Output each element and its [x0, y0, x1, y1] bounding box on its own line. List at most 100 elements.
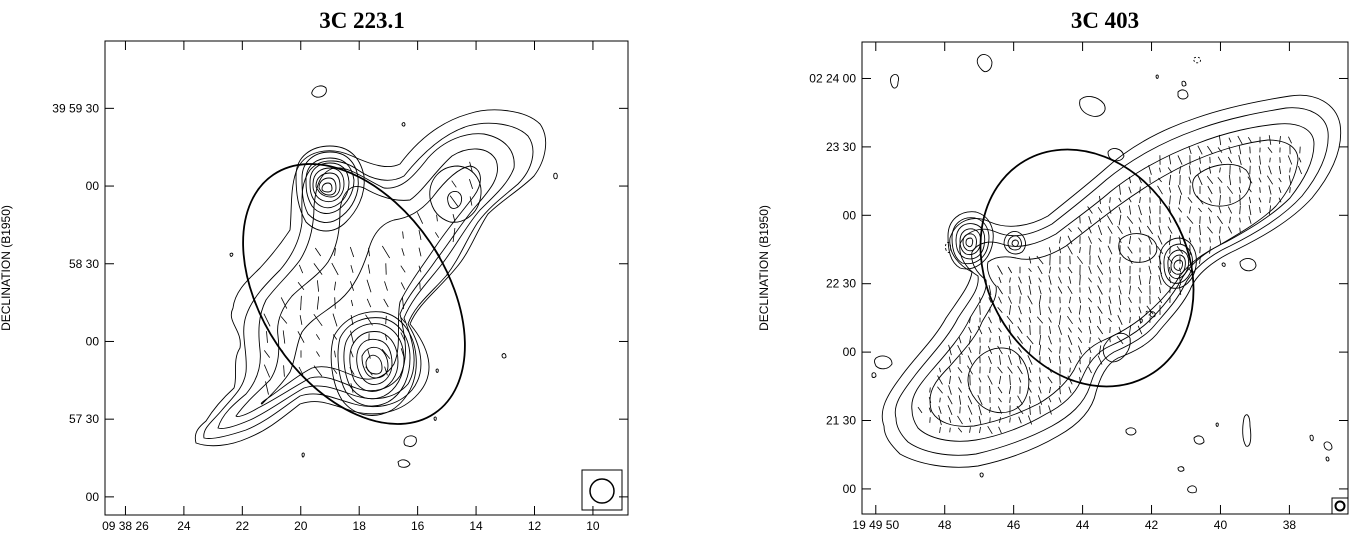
- polarization-vector: [1148, 265, 1152, 275]
- contour-level: [501, 353, 507, 359]
- polarization-vector: [1289, 167, 1291, 173]
- polarization-vector: [1269, 157, 1271, 163]
- polarization-vector: [1158, 177, 1162, 183]
- polarization-vector: [317, 280, 319, 292]
- polarization-vectors: [917, 134, 1302, 435]
- polarization-vector: [1239, 217, 1241, 223]
- polarization-vector: [1196, 195, 1204, 205]
- polarization-vector: [1119, 185, 1121, 195]
- polarization-vector: [968, 335, 972, 345]
- polarization-vector: [1207, 185, 1213, 195]
- polarization-vector: [977, 325, 983, 335]
- polarization-vector: [1177, 207, 1183, 213]
- polarization-vector: [1118, 307, 1122, 313]
- contour-level: [951, 217, 990, 265]
- polarization-vector: [1237, 135, 1243, 145]
- contour-level: [1221, 262, 1226, 267]
- polarization-vector: [1228, 146, 1232, 154]
- polarization-vector: [917, 406, 923, 414]
- polarization-vector: [1039, 304, 1041, 316]
- contour-level: [1102, 332, 1131, 363]
- polarization-vector: [1038, 277, 1042, 283]
- polarization-vector: [400, 265, 406, 273]
- contour-level: [1007, 235, 1022, 251]
- chart-title: 3C 223.1: [319, 8, 405, 33]
- contour-level: [1155, 74, 1159, 79]
- polarization-vector: [1138, 226, 1142, 234]
- polarization-vector: [1268, 135, 1272, 145]
- polarization-vector: [1138, 237, 1142, 243]
- contour-level: [979, 472, 984, 478]
- polarization-vector: [400, 332, 406, 342]
- polarization-vector: [1219, 186, 1221, 194]
- polarization-vector: [1048, 247, 1052, 253]
- polarization-vector: [1077, 336, 1083, 344]
- polarization-vector: [1248, 157, 1252, 163]
- polarization-vector: [967, 395, 973, 405]
- polarization-vector: [1018, 416, 1022, 424]
- polarization-vector: [1179, 267, 1181, 273]
- polarization-vector: [1177, 155, 1183, 165]
- polarization-vectors: [263, 161, 473, 395]
- polarization-vector: [280, 316, 288, 324]
- polarization-vector: [434, 232, 440, 238]
- x-tick-label: 46: [1007, 518, 1021, 532]
- x-tick-label: 42: [1145, 518, 1159, 532]
- polarization-vector: [937, 375, 943, 385]
- polarization-vector: [1028, 285, 1032, 295]
- x-tick-label: 48: [938, 518, 952, 532]
- polarization-vector: [1036, 316, 1044, 324]
- polarization-vector: [967, 365, 973, 375]
- polarization-vector: [1058, 246, 1062, 254]
- polarization-vector: [988, 356, 992, 364]
- polarization-vector: [418, 230, 422, 240]
- polarization-vector: [1118, 206, 1122, 214]
- y-tick-label: 02 24 00: [809, 71, 856, 85]
- polarization-vector: [1097, 255, 1103, 265]
- polarization-vector: [969, 316, 971, 324]
- polarization-vector: [1228, 174, 1232, 186]
- chart-title: 3C 403: [1071, 8, 1139, 33]
- polarization-vector: [1238, 186, 1242, 194]
- polarization-vector: [1058, 355, 1062, 365]
- polarization-vector: [998, 296, 1002, 304]
- polarization-vector: [929, 387, 931, 393]
- polarization-vector: [1029, 306, 1031, 314]
- polarization-vector: [1177, 185, 1183, 195]
- polarization-vector: [1168, 187, 1172, 193]
- contour-level: [349, 331, 399, 392]
- polarization-vector: [989, 366, 991, 374]
- x-tick-label: 12: [528, 519, 542, 533]
- polarization-vector: [1068, 327, 1072, 333]
- polarization-vector: [1298, 165, 1302, 175]
- polarization-vector: [1116, 335, 1124, 345]
- contour-level: [337, 317, 411, 407]
- contour-level: [312, 167, 345, 203]
- polarization-vector: [1139, 186, 1141, 194]
- polarization-vector: [282, 330, 286, 344]
- polarization-vector: [1038, 295, 1042, 305]
- polarization-vector: [298, 264, 304, 274]
- contour-level: [361, 346, 389, 379]
- polarization-vector: [1169, 246, 1171, 254]
- polarization-vector: [1068, 306, 1072, 314]
- polarization-vector: [1189, 165, 1191, 175]
- polarization-vector: [1106, 215, 1114, 225]
- polarization-vector: [1179, 166, 1181, 174]
- polarization-vector: [1017, 326, 1023, 334]
- contour-level: [403, 435, 417, 447]
- polarization-vector: [1248, 204, 1252, 216]
- polarization-vector: [1018, 377, 1022, 383]
- polarization-vector: [1169, 234, 1171, 246]
- polarization-vector: [978, 377, 982, 383]
- polarization-vector: [332, 368, 338, 374]
- polarization-vector: [1009, 305, 1011, 315]
- polarization-vector: [1289, 187, 1291, 193]
- polarization-vector: [1018, 305, 1022, 315]
- contour-level: [962, 233, 977, 252]
- polarization-vector: [1028, 317, 1032, 323]
- polarization-vector: [1197, 174, 1203, 186]
- polarization-vector: [997, 345, 1003, 355]
- polarization-vector: [1259, 207, 1261, 213]
- polarization-vector: [1278, 197, 1282, 203]
